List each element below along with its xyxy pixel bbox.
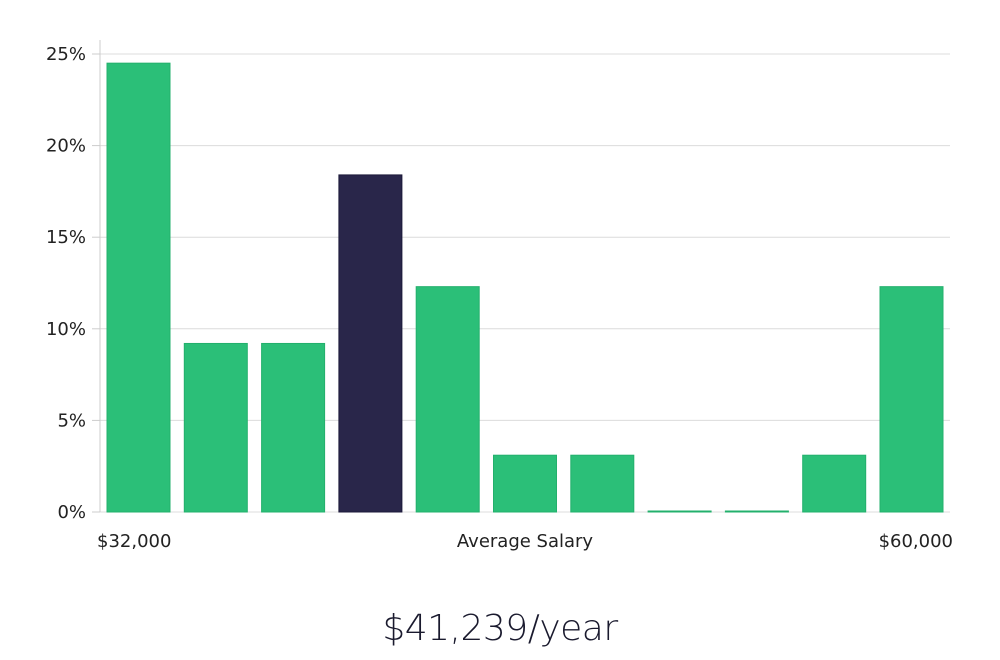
bar xyxy=(570,454,635,513)
bar xyxy=(724,510,789,513)
salary-histogram: 0%5%10%15%20%25% $32,000 Average Salary … xyxy=(46,40,953,552)
average-salary-value: $41,239/year xyxy=(382,608,618,649)
x-max-label: $60,000 xyxy=(879,531,953,552)
bar xyxy=(647,510,712,513)
bar-highlight xyxy=(338,174,403,513)
y-tick-label: 5% xyxy=(57,410,86,431)
y-tick-label: 0% xyxy=(57,502,86,523)
bar xyxy=(106,62,171,513)
bars xyxy=(106,62,944,513)
x-min-label: $32,000 xyxy=(97,531,171,552)
y-tick-label: 25% xyxy=(46,44,86,65)
bar xyxy=(493,454,557,513)
y-tick-label: 10% xyxy=(46,319,86,340)
y-axis-ticks: 0% 5% 10% 15% 20% 25% xyxy=(46,40,101,523)
bar xyxy=(261,342,326,513)
y-tick-label: 15% xyxy=(46,227,86,248)
bar xyxy=(415,286,480,513)
bar xyxy=(879,286,944,513)
y-tick-label: 20% xyxy=(46,136,86,157)
x-axis-title: Average Salary xyxy=(457,531,594,552)
bar xyxy=(802,454,867,513)
bar xyxy=(183,342,248,513)
